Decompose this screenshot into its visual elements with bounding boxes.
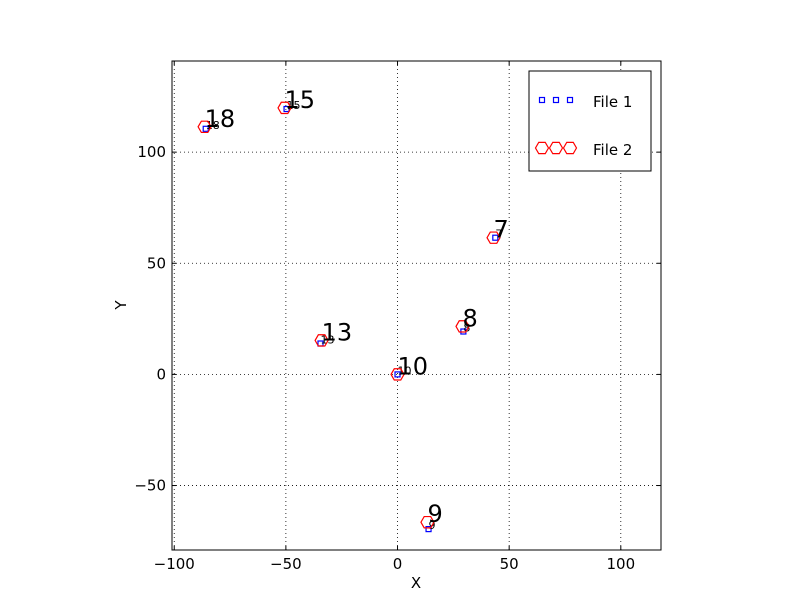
- hexagon-marker: [548, 141, 564, 155]
- hexagon-marker: [314, 334, 329, 347]
- legend-label: File 2: [593, 141, 632, 159]
- hexagon-marker: [486, 231, 501, 244]
- point-label: 8: [463, 322, 470, 335]
- point-label: 9: [427, 500, 442, 528]
- hexagon-marker: [455, 320, 470, 333]
- point-label: 7: [495, 228, 502, 241]
- square-marker: [394, 371, 401, 378]
- hexagon-marker: [562, 141, 578, 155]
- hexagon-marker: [390, 368, 405, 381]
- square-marker: [202, 125, 209, 132]
- point-label: 18: [205, 105, 236, 133]
- square-marker: [425, 526, 432, 533]
- x-tick-label: −50: [270, 555, 302, 573]
- point-label: 10: [398, 364, 412, 377]
- hexagon-marker: [197, 120, 212, 134]
- point-label: 10: [398, 352, 429, 380]
- point-label: 13: [322, 318, 353, 346]
- y-axis-label: Y: [112, 300, 130, 311]
- hexagon-marker: [534, 141, 550, 155]
- y-tick-label: 0: [156, 365, 166, 383]
- legend-box: [528, 70, 652, 172]
- x-tick-label: −100: [154, 555, 195, 573]
- legend-label: File 1: [593, 93, 632, 111]
- x-tick-label: 0: [393, 555, 403, 573]
- square-marker: [283, 105, 290, 113]
- y-tick-label: 50: [147, 254, 166, 272]
- plot-frame: [171, 60, 662, 551]
- x-tick-label: 50: [500, 555, 519, 573]
- point-label: 15: [285, 86, 316, 114]
- point-label: 7: [494, 216, 509, 244]
- hexagon-marker: [277, 101, 292, 115]
- square-marker: [538, 96, 546, 104]
- y-tick-label: 100: [137, 143, 166, 161]
- y-tick-label: −50: [134, 477, 166, 495]
- point-label: 18: [206, 119, 220, 132]
- square-marker: [492, 234, 499, 241]
- square-marker: [566, 96, 574, 104]
- point-label: 8: [462, 304, 477, 332]
- hexagon-marker: [420, 515, 435, 529]
- x-tick-label: 100: [606, 555, 635, 573]
- x-axis-label: X: [411, 574, 421, 592]
- square-marker: [552, 96, 560, 104]
